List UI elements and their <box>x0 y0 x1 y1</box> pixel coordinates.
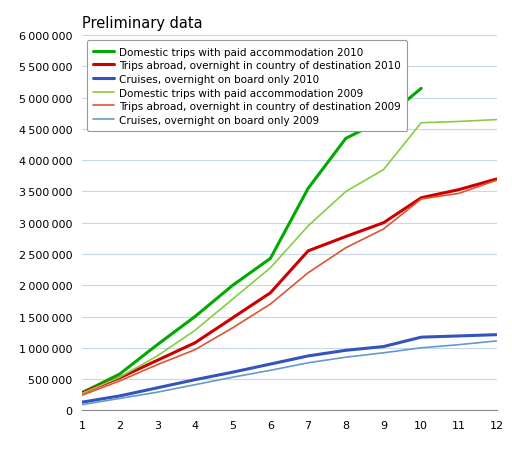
Domestic trips with paid accommodation 2009 <box>494 118 500 123</box>
Domestic trips with paid accommodation 2009 <box>305 224 311 229</box>
Cruises, overnight on board only 2010 <box>154 385 160 391</box>
Cruises, overnight on board only 2009 <box>380 350 387 356</box>
Trips abroad, overnight in country of destination 2009 <box>305 271 311 276</box>
Domestic trips with paid accommodation 2009 <box>267 266 273 271</box>
Line: Domestic trips with paid accommodation 2009: Domestic trips with paid accommodation 2… <box>82 120 497 394</box>
Trips abroad, overnight in country of destination 2009 <box>154 362 160 368</box>
Domestic trips with paid accommodation 2009 <box>230 297 236 302</box>
Cruises, overnight on board only 2010 <box>117 393 123 399</box>
Cruises, overnight on board only 2009 <box>230 375 236 380</box>
Cruises, overnight on board only 2009 <box>154 390 160 395</box>
Trips abroad, overnight in country of destination 2010 <box>380 221 387 226</box>
Trips abroad, overnight in country of destination 2009 <box>494 178 500 184</box>
Legend: Domestic trips with paid accommodation 2010, Trips abroad, overnight in country : Domestic trips with paid accommodation 2… <box>87 41 408 132</box>
Trips abroad, overnight in country of destination 2009 <box>230 325 236 331</box>
Trips abroad, overnight in country of destination 2009 <box>418 197 424 202</box>
Cruises, overnight on board only 2009 <box>117 396 123 401</box>
Domestic trips with paid accommodation 2010 <box>230 283 236 288</box>
Domestic trips with paid accommodation 2010 <box>154 342 160 348</box>
Trips abroad, overnight in country of destination 2010 <box>230 315 236 321</box>
Trips abroad, overnight in country of destination 2009 <box>117 378 123 384</box>
Cruises, overnight on board only 2009 <box>79 402 85 408</box>
Trips abroad, overnight in country of destination 2009 <box>343 245 349 251</box>
Cruises, overnight on board only 2010 <box>192 377 198 382</box>
Domestic trips with paid accommodation 2009 <box>79 391 85 396</box>
Cruises, overnight on board only 2010 <box>418 335 424 340</box>
Line: Cruises, overnight on board only 2010: Cruises, overnight on board only 2010 <box>82 335 497 402</box>
Domestic trips with paid accommodation 2010 <box>117 372 123 377</box>
Line: Trips abroad, overnight in country of destination 2010: Trips abroad, overnight in country of de… <box>82 179 497 393</box>
Trips abroad, overnight in country of destination 2010 <box>456 188 462 193</box>
Domestic trips with paid accommodation 2009 <box>456 120 462 125</box>
Trips abroad, overnight in country of destination 2010 <box>192 341 198 346</box>
Cruises, overnight on board only 2009 <box>192 382 198 387</box>
Domestic trips with paid accommodation 2009 <box>418 121 424 126</box>
Domestic trips with paid accommodation 2010 <box>305 186 311 192</box>
Domestic trips with paid accommodation 2010 <box>380 118 387 123</box>
Trips abroad, overnight in country of destination 2009 <box>79 393 85 398</box>
Cruises, overnight on board only 2010 <box>380 344 387 350</box>
Cruises, overnight on board only 2009 <box>305 360 311 366</box>
Trips abroad, overnight in country of destination 2010 <box>154 358 160 363</box>
Cruises, overnight on board only 2010 <box>305 354 311 359</box>
Line: Cruises, overnight on board only 2009: Cruises, overnight on board only 2009 <box>82 341 497 405</box>
Trips abroad, overnight in country of destination 2010 <box>494 177 500 182</box>
Trips abroad, overnight in country of destination 2010 <box>267 290 273 296</box>
Trips abroad, overnight in country of destination 2009 <box>380 227 387 232</box>
Domestic trips with paid accommodation 2010 <box>79 390 85 396</box>
Trips abroad, overnight in country of destination 2010 <box>343 234 349 239</box>
Trips abroad, overnight in country of destination 2009 <box>456 191 462 197</box>
Trips abroad, overnight in country of destination 2010 <box>79 390 85 396</box>
Trips abroad, overnight in country of destination 2010 <box>418 196 424 201</box>
Cruises, overnight on board only 2009 <box>418 345 424 351</box>
Domestic trips with paid accommodation 2010 <box>192 314 198 319</box>
Domestic trips with paid accommodation 2009 <box>343 189 349 195</box>
Cruises, overnight on board only 2010 <box>267 362 273 367</box>
Domestic trips with paid accommodation 2009 <box>117 375 123 380</box>
Cruises, overnight on board only 2009 <box>456 342 462 348</box>
Cruises, overnight on board only 2009 <box>267 368 273 373</box>
Domestic trips with paid accommodation 2009 <box>192 328 198 333</box>
Trips abroad, overnight in country of destination 2009 <box>267 302 273 307</box>
Cruises, overnight on board only 2010 <box>79 400 85 405</box>
Domestic trips with paid accommodation 2009 <box>154 354 160 359</box>
Cruises, overnight on board only 2009 <box>343 354 349 360</box>
Trips abroad, overnight in country of destination 2009 <box>192 347 198 353</box>
Text: Preliminary data: Preliminary data <box>82 16 203 31</box>
Domestic trips with paid accommodation 2010 <box>343 136 349 142</box>
Cruises, overnight on board only 2010 <box>343 348 349 353</box>
Cruises, overnight on board only 2010 <box>230 370 236 375</box>
Domestic trips with paid accommodation 2009 <box>380 167 387 173</box>
Trips abroad, overnight in country of destination 2010 <box>305 249 311 254</box>
Cruises, overnight on board only 2009 <box>494 338 500 344</box>
Trips abroad, overnight in country of destination 2010 <box>117 375 123 381</box>
Cruises, overnight on board only 2010 <box>456 333 462 339</box>
Cruises, overnight on board only 2010 <box>494 332 500 338</box>
Line: Trips abroad, overnight in country of destination 2009: Trips abroad, overnight in country of de… <box>82 181 497 396</box>
Domestic trips with paid accommodation 2010 <box>418 87 424 92</box>
Line: Domestic trips with paid accommodation 2010: Domestic trips with paid accommodation 2… <box>82 89 421 393</box>
Domestic trips with paid accommodation 2010 <box>267 256 273 262</box>
